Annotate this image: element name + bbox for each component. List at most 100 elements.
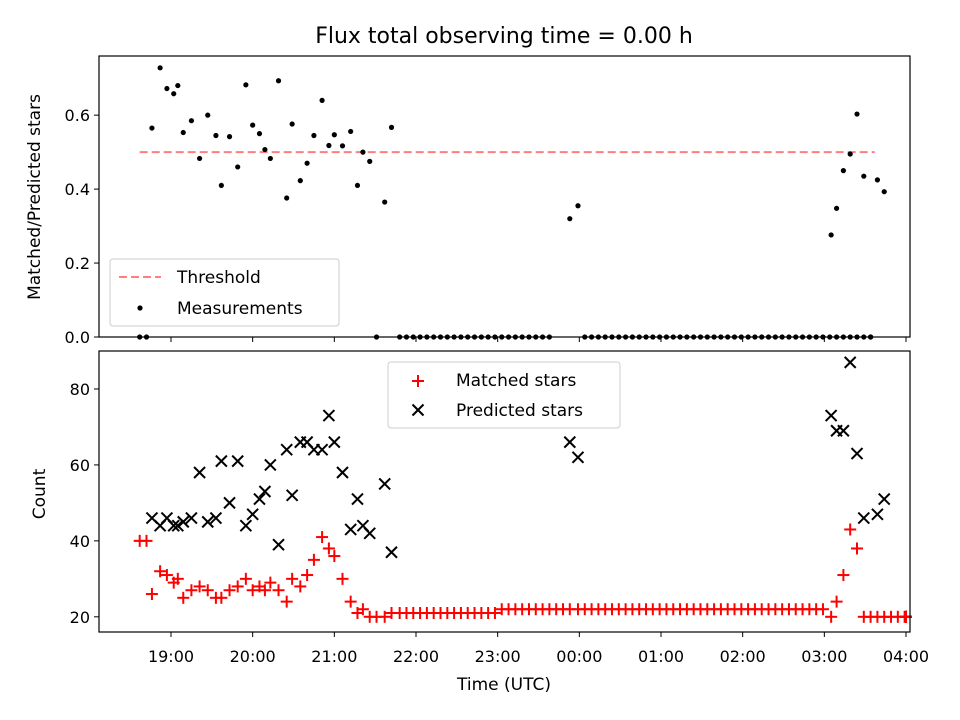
predicted-star-point	[201, 515, 214, 529]
predicted-star-point	[167, 519, 180, 532]
matched-star-point	[272, 584, 285, 597]
predicted-star-point	[246, 508, 259, 521]
measurement-point	[267, 155, 273, 162]
top-chart-title: Flux total observing time = 0.00 h	[315, 24, 693, 49]
measurement-point	[331, 132, 337, 138]
bottom-x-tick-label: 22:00	[393, 647, 439, 666]
top-axis-ticks: 0.0 0.2 0.4 0.6	[65, 106, 907, 347]
bottom-x-tick-label: 19:00	[148, 647, 194, 666]
bottom-axis-ticks: 20 40 60 80 19:00 20:00 21:00 22:00 23:00 00:00 01…	[70, 380, 929, 666]
top-y-tick-label: 0.4	[65, 180, 90, 199]
measurement-point	[828, 232, 834, 238]
measurement-point	[833, 205, 840, 211]
measurement-point	[180, 129, 186, 136]
measurement-point	[164, 85, 170, 92]
measurement-point	[388, 124, 395, 130]
top-plot-frame	[98, 55, 911, 338]
measurement-point	[262, 146, 268, 153]
measurement-point	[575, 203, 581, 209]
measurement-point	[289, 121, 295, 127]
measurement-point	[861, 173, 867, 179]
matched-star-point	[316, 531, 329, 544]
measurement-point	[218, 182, 224, 189]
predicted-star-point	[253, 492, 266, 506]
measurement-point	[284, 195, 290, 201]
measurement-point	[250, 122, 256, 128]
top-legend[interactable]: Threshold Measurements	[109, 258, 340, 327]
predicted-star-point	[363, 527, 376, 540]
matched-star-point	[239, 572, 252, 585]
matched-star-point	[258, 584, 271, 597]
matched-star-point	[215, 591, 228, 604]
predicted-star-point	[272, 538, 285, 551]
measurement-point	[226, 134, 233, 140]
matched-star-point	[830, 595, 843, 608]
measurement-point	[256, 131, 263, 137]
predicted-star-point	[209, 511, 223, 525]
matched-star-point	[160, 569, 173, 582]
bottom-legend[interactable]: Matched stars Predicted stars	[387, 361, 621, 429]
predicted-star-point	[231, 454, 244, 468]
measurement-point	[567, 216, 573, 222]
bottom-x-tick-label: 21:00	[311, 647, 357, 666]
matched-star-point	[185, 584, 198, 597]
predicted-star-point	[843, 356, 857, 369]
predicted-star-point	[223, 496, 236, 510]
predicted-star-point	[837, 424, 850, 437]
predicted-star-point	[264, 458, 277, 472]
bottom-x-tick-label: 00:00	[556, 647, 602, 666]
bottom-x-tick-label: 01:00	[638, 647, 684, 666]
top-legend-box	[109, 258, 340, 327]
predicted-star-point	[285, 489, 299, 502]
measurement-point	[319, 97, 325, 103]
matched-star-point	[322, 542, 335, 555]
predicted-star-point	[315, 443, 329, 456]
predicted-star-point	[351, 492, 364, 506]
matched-star-point	[837, 569, 850, 582]
measurement-point	[243, 82, 249, 88]
top-y-axis-label: Matched/Predicted stars	[25, 94, 45, 300]
predicted-star-point	[571, 451, 585, 464]
predicted-star-point	[322, 409, 336, 422]
matched-star-point	[201, 584, 214, 597]
legend-matched-swatch	[412, 375, 424, 387]
predicted-star-point	[878, 492, 891, 506]
measurement-point	[297, 178, 303, 184]
bottom-x-axis-label: Time (UTC)	[456, 675, 551, 695]
measurement-point	[881, 189, 887, 195]
bottom-x-tick-label: 02:00	[720, 647, 766, 666]
matched-star-point	[154, 565, 167, 578]
predicted-star-point	[378, 477, 391, 491]
bottom-panel: 20 40 60 80 19:00 20:00 21:00 22:00 23:00 00:00 01…	[70, 350, 929, 666]
matched-star-point	[193, 580, 206, 593]
matched-star-point	[844, 523, 857, 536]
matched-star-point	[294, 580, 307, 593]
legend-predicted-label: Predicted stars	[456, 401, 583, 421]
matched-star-point	[816, 603, 829, 616]
bottom-y-axis-label: Count	[30, 468, 50, 519]
matched-star-point	[246, 584, 259, 597]
top-y-tick-label: 0.0	[65, 328, 90, 347]
matched-star-point	[301, 569, 314, 582]
predicted-star-point	[239, 519, 253, 532]
legend-predicted-swatch	[411, 403, 425, 417]
predicted-star-point	[177, 515, 190, 529]
matched-star-point	[344, 595, 357, 608]
matched-star-point	[264, 576, 277, 589]
measurement-point	[847, 151, 853, 157]
matched-star-point	[231, 580, 244, 593]
matched-star-point	[307, 553, 320, 566]
bottom-x-tick-label: 03:00	[801, 647, 847, 666]
measurement-point	[205, 112, 211, 118]
predicted-star-point	[258, 485, 272, 498]
top-y-tick-label: 0.6	[65, 106, 90, 125]
matched-star-point	[378, 610, 391, 623]
predicted-star-point	[336, 466, 349, 479]
legend-measurements-swatch	[137, 305, 143, 311]
measurement-point	[157, 65, 163, 71]
predicted-star-point	[563, 435, 577, 449]
predicted-star-point	[193, 466, 206, 479]
measurement-point	[311, 132, 317, 139]
measurement-point	[367, 158, 373, 164]
